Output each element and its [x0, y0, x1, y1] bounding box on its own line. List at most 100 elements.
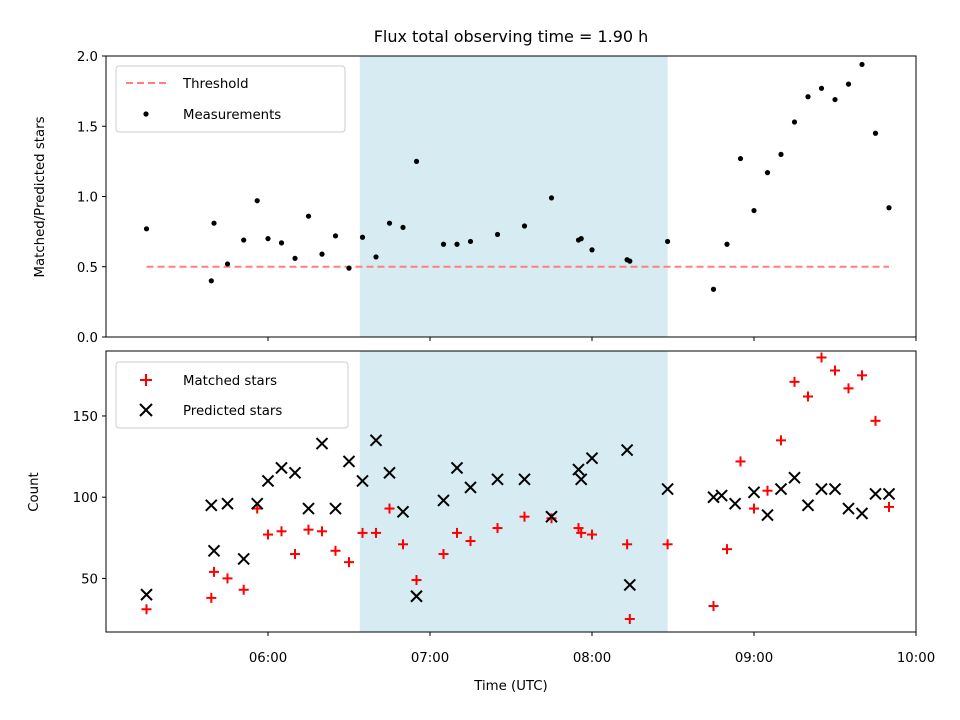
predicted-star-stroke-b: [572, 463, 585, 476]
predicted-star-stroke-b: [774, 482, 788, 496]
measurement-point: [494, 231, 501, 238]
predicted-star-point: [882, 487, 896, 501]
matched-star-point: [789, 376, 800, 387]
matched-star-point: [452, 527, 462, 538]
measurement-point: [265, 236, 271, 242]
bottom-axes-frame: [105, 350, 917, 633]
predicted-star-point: [572, 463, 585, 476]
predicted-star-point: [288, 466, 302, 480]
measurement-point: [832, 96, 838, 103]
matched-star-point: [776, 435, 786, 446]
measurement-point: [346, 265, 352, 271]
matched-star-point: [870, 415, 881, 426]
top-highlight-span: [359, 56, 668, 337]
top-y-ticks: 0.0 0.5 1.0 1.5 2.0: [77, 50, 106, 346]
predicted-star-stroke-b: [410, 590, 423, 603]
predicted-star-point: [747, 486, 761, 499]
measurement-point: [845, 81, 852, 87]
predicted-star-stroke-b: [302, 502, 315, 515]
measurement-point: [208, 278, 214, 284]
predicted-star-point: [828, 482, 842, 496]
matched-star-point: [438, 549, 449, 560]
predicted-star-point: [774, 482, 788, 496]
predicted-star-stroke-b: [728, 497, 742, 510]
measurement-point: [764, 170, 771, 176]
predicted-star-stroke-b: [815, 482, 828, 496]
predicted-star-point: [585, 451, 599, 465]
matched-star-point: [587, 529, 597, 540]
matched-star-point: [857, 370, 867, 381]
top-legend: Threshold Measurements: [115, 65, 346, 133]
predicted-star-point: [205, 499, 218, 512]
matched-star-point: [662, 539, 673, 550]
predicted-star-point: [356, 474, 369, 488]
predicted-star-point: [250, 497, 264, 510]
predicted-star-stroke-b: [437, 494, 450, 507]
predicted-star-stroke-b: [620, 443, 634, 457]
predicted-star-stroke-b: [882, 487, 896, 501]
measurement-point: [440, 241, 447, 247]
matched-star-point: [222, 573, 233, 584]
measurement-point: [710, 286, 717, 292]
predicted-star-stroke-b: [574, 473, 588, 486]
predicted-star-point: [369, 434, 383, 447]
measurement-point: [627, 258, 633, 264]
top-y-tick-label: 2.0: [77, 50, 98, 65]
top-y-tick-label: 0.0: [77, 331, 98, 346]
matched-star-point: [749, 503, 759, 514]
matched-star-point: [465, 536, 476, 547]
predicted-star-point: [518, 473, 531, 486]
measurement-point: [292, 255, 298, 261]
predicted-star-point: [464, 481, 477, 494]
predicted-star-stroke-b: [545, 510, 558, 523]
predicted-star-stroke-b: [788, 471, 801, 484]
measurement-point: [400, 224, 406, 231]
predicted-star-stroke-b: [396, 505, 410, 519]
measurement-point: [665, 238, 671, 245]
predicted-star-point: [574, 473, 588, 486]
bottom-x-ticks: 06:00 07:00 08:00 09:00 10:00: [249, 632, 935, 666]
predicted-star-point: [410, 590, 423, 603]
matched-star-point: [735, 456, 746, 467]
predicted-star-point: [545, 510, 558, 523]
measurement-point: [737, 155, 744, 162]
predicted-star-point: [842, 502, 855, 515]
matched-star-point: [722, 544, 732, 555]
bottom-y-tick-label: 100: [73, 491, 98, 506]
predicted-star-stroke-b: [450, 461, 464, 475]
predicted-star-stroke-b: [356, 474, 369, 488]
predicted-star-stroke-b: [491, 473, 504, 486]
predicted-star-point: [450, 461, 464, 475]
matched-star-point: [398, 539, 408, 550]
predicted-star-point: [237, 552, 250, 566]
measurement-point: [778, 151, 784, 157]
matched-star-point: [276, 526, 287, 537]
top-y-tick-label: 1.5: [77, 120, 98, 135]
matched-star-point: [830, 365, 840, 376]
predicted-star-point: [302, 502, 315, 515]
predicted-star-stroke-b: [747, 486, 761, 499]
matched-star-point: [330, 545, 341, 556]
bottom-legend-box: [115, 361, 349, 429]
bottom-panel: 50 100 150 06:00 07:00 08:00 09:00 10:00 Count…: [27, 350, 935, 694]
predicted-star-stroke-b: [869, 487, 882, 501]
predicted-star-point: [315, 437, 329, 450]
measurement-point: [319, 251, 325, 257]
bottom-legend: Matched stars Predicted stars: [115, 361, 349, 429]
predicted-star-stroke-b: [623, 578, 637, 592]
predicted-star-stroke-b: [761, 508, 774, 522]
measurement-point: [805, 94, 811, 100]
measurement-point: [859, 61, 865, 68]
predicted-star-stroke-b: [828, 482, 842, 496]
bottom-x-tick-label: 07:00: [411, 651, 449, 666]
bottom-y-ticks: 50 100 150: [73, 410, 106, 587]
predicted-star-point: [661, 482, 674, 496]
matched-star-point: [209, 566, 219, 577]
matched-star-point: [141, 604, 152, 615]
top-y-tick-label: 0.5: [77, 261, 98, 276]
bottom-y-tick-label: 50: [81, 572, 98, 587]
predicted-star-stroke-b: [250, 497, 264, 510]
predicted-star-stroke-b: [237, 552, 250, 566]
measurement-point: [454, 241, 460, 247]
